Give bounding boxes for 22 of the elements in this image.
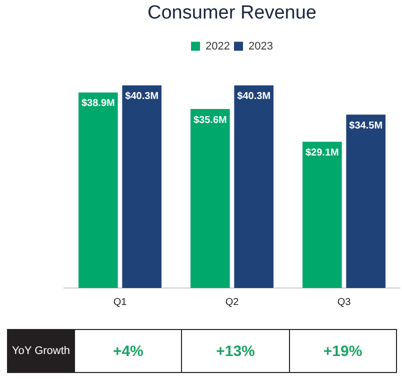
- x-tick-label: Q2: [225, 296, 240, 308]
- bar: [78, 92, 118, 288]
- x-tick-label: Q3: [337, 296, 352, 308]
- text: YoY Growth: [8, 330, 74, 372]
- data-label: $34.5M: [349, 120, 383, 132]
- data-label: $29.1M: [305, 147, 339, 158]
- legend-label: 2022: [206, 40, 230, 52]
- bar: [122, 85, 162, 288]
- data-label: $35.6M: [193, 114, 227, 126]
- legend-label: 2023: [248, 40, 273, 52]
- bar: [302, 142, 342, 288]
- chart-title: Consumer Revenue: [148, 2, 316, 24]
- x-tick-label: Q1: [113, 296, 128, 308]
- bar: [346, 114, 386, 288]
- data-label: $38.9M: [81, 98, 115, 110]
- bar: [190, 109, 230, 288]
- bar: [234, 85, 274, 288]
- text: +13%: [182, 330, 290, 372]
- text: +4%: [74, 330, 182, 372]
- data-label: $40.3M: [237, 91, 271, 102]
- data-label: $40.3M: [125, 91, 159, 102]
- text: +19%: [289, 330, 396, 372]
